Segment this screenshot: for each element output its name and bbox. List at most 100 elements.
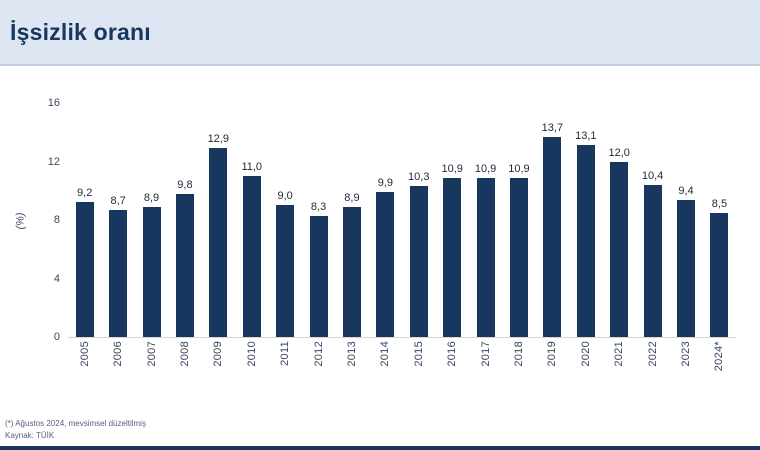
x-tick-label: 2007 — [145, 341, 158, 367]
x-tick-label: 2008 — [178, 341, 191, 367]
bar-value-label: 8,9 — [143, 191, 160, 204]
x-tick: 2020 — [569, 341, 602, 391]
bar-value-label: 9,9 — [377, 177, 393, 190]
bar — [610, 161, 629, 337]
bar-slot: 13,7 — [536, 103, 569, 337]
bar-slot: 9,8 — [168, 103, 201, 337]
x-tick: 2014 — [369, 341, 402, 391]
x-tick: 2016 — [435, 341, 468, 391]
x-tick: 2017 — [469, 341, 502, 391]
y-tick-label: 16 — [47, 97, 60, 109]
bar — [476, 177, 495, 337]
bar-value-label: 11,0 — [241, 161, 263, 174]
x-tick-label: 2009 — [212, 341, 225, 367]
x-tick-label: 2013 — [345, 341, 358, 367]
bar-value-label: 8,3 — [310, 200, 327, 213]
bar — [376, 192, 395, 337]
bar-value-label: 10,3 — [408, 171, 430, 184]
page-title: İşsizlik oranı — [10, 18, 151, 45]
x-tick-label: 2016 — [446, 341, 459, 367]
bar-value-label: 10,4 — [641, 169, 664, 182]
x-tick-label: 2022 — [646, 341, 659, 367]
x-tick: 2019 — [536, 341, 569, 391]
bar-slot: 10,9 — [502, 103, 535, 337]
bar-slot: 8,9 — [135, 103, 168, 337]
x-tick-label: 2021 — [613, 341, 626, 367]
x-tick-label: 2019 — [546, 341, 559, 367]
bar-slot: 8,7 — [101, 103, 134, 337]
bar — [75, 202, 94, 337]
x-tick-label: 2012 — [312, 341, 325, 367]
bar-chart-plot: 9,2 8,7 8,9 9,8 12,9 11,0 9,0 8,3 8,9 9,9 10,3 10,9… — [68, 103, 736, 338]
bar-value-label: 8,5 — [711, 197, 728, 210]
bar — [543, 136, 562, 337]
bar-value-label: 9,0 — [277, 190, 293, 203]
x-tick: 2005 — [68, 341, 101, 391]
x-tick-label: 2014 — [379, 341, 392, 367]
bar-value-label: 13,1 — [575, 130, 597, 143]
bar — [576, 145, 595, 337]
x-tick-label: 2023 — [680, 341, 693, 367]
x-tick-label: 2015 — [412, 341, 425, 367]
y-axis: 0 4 8 12 16 — [0, 97, 60, 343]
x-tick: 2024* — [703, 341, 736, 391]
x-tick: 2023 — [669, 341, 702, 391]
bar-slot: 10,9 — [469, 103, 502, 337]
bar-slot: 9,4 — [669, 103, 702, 337]
bar-value-label: 10,9 — [474, 162, 497, 175]
x-tick: 2015 — [402, 341, 435, 391]
bar-slot: 8,9 — [335, 103, 368, 337]
bar — [342, 206, 361, 337]
x-tick: 2018 — [502, 341, 535, 391]
x-tick: 2011 — [268, 341, 301, 391]
bar-slot: 9,0 — [268, 103, 301, 337]
y-tick-label: 4 — [53, 272, 60, 285]
bar — [443, 177, 462, 337]
x-tick: 2006 — [101, 341, 134, 391]
bar-slot: 10,4 — [636, 103, 669, 337]
x-tick-label: 2020 — [579, 341, 592, 367]
x-tick-label: 2024* — [713, 341, 726, 372]
bar-slot: 9,2 — [68, 103, 101, 337]
x-tick-label: 2010 — [245, 341, 258, 367]
bar-value-label: 8,9 — [344, 191, 360, 204]
bar-slot: 10,9 — [435, 103, 468, 337]
bar-slot: 8,3 — [302, 103, 335, 337]
bar-slot: 12,0 — [603, 103, 636, 337]
bar-slot: 11,0 — [235, 103, 268, 337]
x-tick-label: 2011 — [279, 341, 292, 366]
x-tick-label: 2006 — [112, 341, 125, 367]
x-tick: 2022 — [636, 341, 669, 391]
bar-slot: 8,5 — [703, 103, 736, 337]
y-tick-label: 0 — [53, 331, 60, 343]
x-tick: 2007 — [135, 341, 168, 391]
x-axis: 2005 2006 2007 2008 2009 2010 2011 2012 2013 2014… — [68, 341, 736, 391]
x-tick-label: 2017 — [479, 341, 492, 367]
footnote: (*) Ağustos 2024, mevsimsel düzeltilmiş … — [5, 418, 146, 442]
bar-value-label: 8,7 — [110, 194, 126, 207]
bar-value-label: 10,9 — [508, 162, 530, 175]
bar — [509, 177, 528, 337]
bar-value-label: 10,9 — [441, 162, 463, 175]
x-tick: 2013 — [335, 341, 368, 391]
bars-container: 9,2 8,7 8,9 9,8 12,9 11,0 9,0 8,3 8,9 9,9 10,3 10,9… — [68, 103, 736, 337]
bar-slot: 9,9 — [369, 103, 402, 337]
bar — [209, 148, 228, 337]
bar-value-label: 12,0 — [608, 146, 630, 159]
x-tick: 2008 — [168, 341, 201, 391]
bar-slot: 13,1 — [569, 103, 602, 337]
bar — [142, 206, 161, 337]
y-tick-label: 12 — [47, 155, 60, 168]
footnote-source: Kaynak: TÜİK — [5, 431, 55, 440]
bar-value-label: 9,4 — [678, 184, 694, 197]
x-tick: 2012 — [302, 341, 335, 391]
bar — [677, 199, 696, 337]
x-tick: 2010 — [235, 341, 268, 391]
bar — [710, 212, 729, 337]
x-tick: 2021 — [603, 341, 636, 391]
bar — [409, 186, 428, 337]
bar-value-label: 13,7 — [541, 121, 564, 134]
x-tick: 2009 — [202, 341, 235, 391]
title-band: İşsizlik oranı — [0, 0, 760, 66]
bar-slot: 10,3 — [402, 103, 435, 337]
